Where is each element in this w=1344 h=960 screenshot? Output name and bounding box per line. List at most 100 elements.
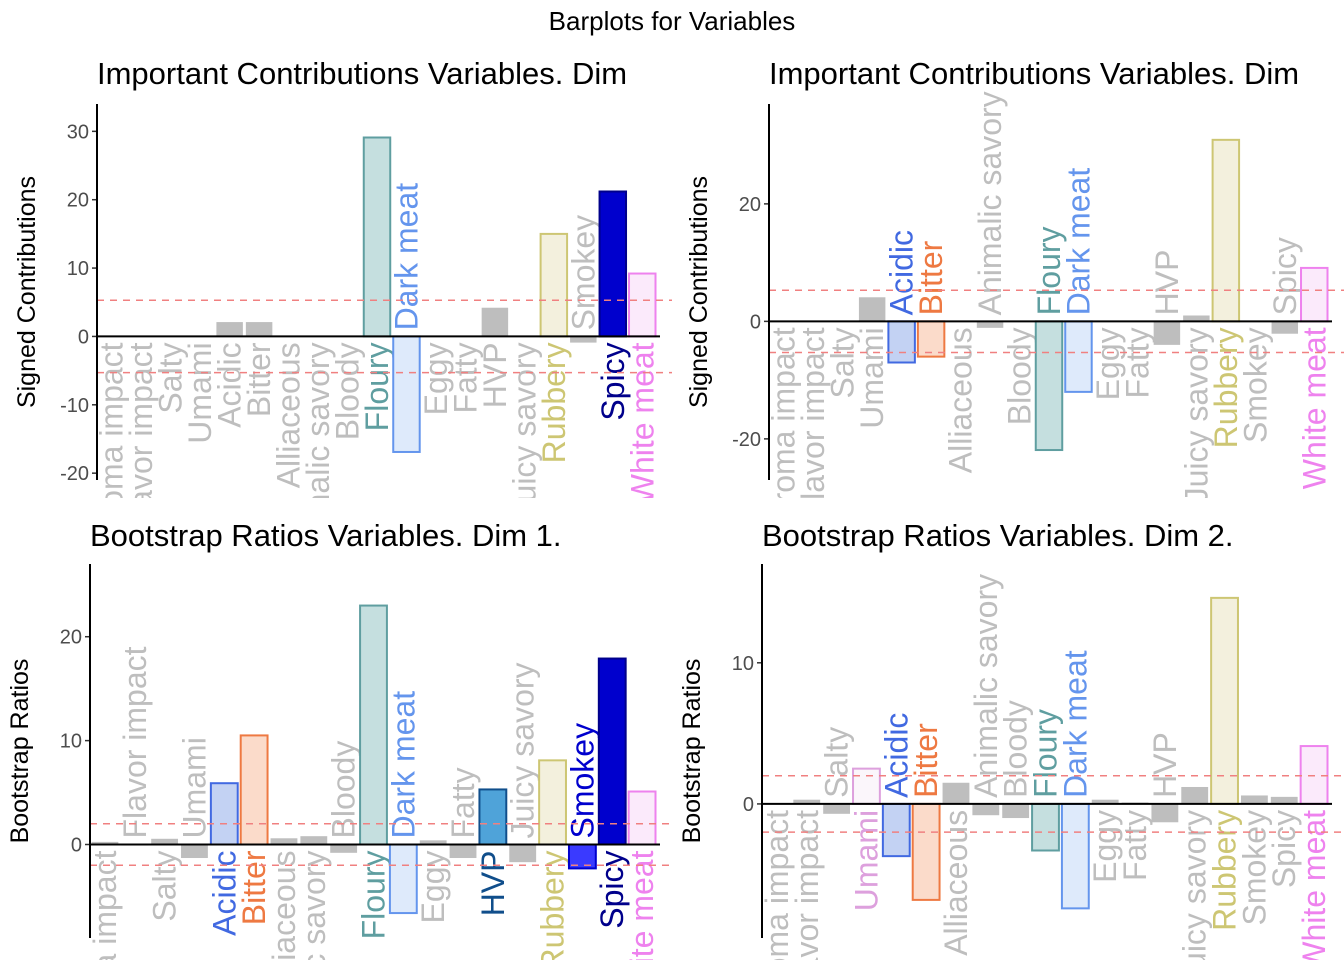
y-axis-label: Bootstrap Ratios	[678, 659, 706, 844]
bar-label: Bloody	[1002, 327, 1038, 425]
bar-label: Rubbery	[1207, 810, 1243, 931]
y-axis-label: Signed Contributions	[685, 176, 713, 408]
bar-label: Alliaceous	[266, 851, 302, 960]
bar-label: Bloody	[326, 741, 362, 839]
bar-label: Fatty	[1119, 327, 1155, 398]
bar-acidic	[887, 320, 916, 364]
bar-smokey	[570, 336, 597, 343]
bar-label: HVP	[477, 342, 513, 408]
bar-floury	[1031, 802, 1060, 852]
bar-hvp	[478, 788, 508, 846]
bar-label: Flavor impact	[795, 327, 831, 498]
bar-smokey	[1240, 795, 1268, 804]
bar-floury	[359, 604, 388, 846]
bar-label: Salty	[147, 851, 183, 922]
bar-label: Animalic savory	[300, 342, 336, 498]
panel-bootstrap-dim1: Bootstrap Ratios Variables. Dim 1. Bootst…	[0, 510, 672, 960]
bar-label: Aroma impact	[759, 810, 795, 960]
bar-spicy	[598, 190, 628, 338]
chart-svg: Important Contributions Variables. Dim Si…	[685, 56, 1344, 498]
bar-acidic	[209, 782, 239, 846]
bar-label: Flavor impact	[123, 342, 159, 498]
bar-animalic-savory	[300, 836, 328, 845]
bar-label: Aroma impact	[766, 327, 802, 498]
bar-label: Flavor impact	[789, 810, 825, 960]
bar-label: Salty	[819, 727, 855, 798]
bar-label: Animalic savory	[296, 851, 332, 960]
bar-label: White meat	[1296, 810, 1332, 960]
bar-acidic	[881, 802, 911, 858]
bar-label: Floury	[1028, 709, 1064, 798]
bar-bitter	[239, 734, 269, 846]
bar-label: Bitter	[908, 723, 944, 798]
bar-label: Bitter	[913, 240, 949, 315]
bar-label: HVP	[1147, 732, 1183, 798]
bar-juicy-savory	[1181, 786, 1209, 804]
bar-label: Smokey	[564, 723, 600, 839]
bar-label: Animalic savory	[968, 574, 1004, 798]
bar-umami	[858, 297, 886, 322]
bar-label: Spicy	[1266, 810, 1302, 888]
bar-label: Juicy savory	[505, 662, 541, 838]
bar-label: Umami	[854, 327, 890, 428]
bar-label: Juicy savory	[506, 342, 542, 498]
bar-umami	[852, 767, 881, 805]
bar-label: White meat	[1296, 327, 1332, 489]
chart-title: Bootstrap Ratios Variables. Dim 1.	[90, 518, 562, 553]
bar-label: Smokey	[1237, 327, 1273, 443]
bar-label: Bloody	[330, 342, 366, 440]
bar-label: Acidic	[878, 713, 914, 798]
bar-label: HVP	[475, 851, 511, 917]
bar-label: Dark meat	[388, 183, 424, 331]
chart-title: Bootstrap Ratios Variables. Dim 2.	[762, 518, 1234, 553]
bar-bloody	[1002, 803, 1030, 819]
bar-label: Alliaceous	[943, 327, 979, 473]
bar-salty	[823, 803, 851, 814]
bar-label: Alliaceous	[271, 342, 307, 488]
bar-label: Acidic	[212, 342, 248, 427]
panel-contrib-dim2: Important Contributions Variables. Dim Si…	[672, 48, 1344, 498]
bar-label: Spicy	[594, 851, 630, 929]
bar-label: Eggy	[1090, 327, 1126, 400]
y-tick-label: 10	[60, 731, 82, 753]
bar-label: Eggy	[1087, 810, 1123, 883]
y-axis-label: Bootstrap Ratios	[6, 659, 34, 844]
bar-label: Dark meat	[1057, 650, 1093, 798]
chart-title: Important Contributions Variables. Dim	[769, 56, 1299, 91]
bar-label: Salty	[825, 327, 861, 398]
bar-label: Umami	[848, 810, 884, 911]
bar-label: Alliaceous	[938, 810, 974, 956]
bar-eggy	[1091, 799, 1119, 804]
y-tick-label: 0	[743, 794, 754, 816]
bar-label: Fatty	[447, 342, 483, 413]
bar-floury	[362, 136, 392, 338]
bar-label: Bitter	[241, 342, 277, 417]
panel-bootstrap-dim2: Bootstrap Ratios Variables. Dim 2. Bootst…	[672, 510, 1344, 960]
y-tick-label: 10	[67, 258, 89, 280]
bar-hvp	[481, 307, 509, 337]
bar-rubbery	[539, 232, 569, 338]
bar-flavor-impact	[793, 799, 821, 804]
bar-label: Umami	[176, 737, 212, 838]
y-tick-label: 0	[750, 311, 761, 333]
bar-label: Floury	[359, 342, 395, 431]
bar-label: Juicy savory	[1178, 327, 1214, 498]
bar-alliaceous	[270, 838, 298, 845]
chart-svg: Bootstrap Ratios Variables. Dim 2. Bootst…	[678, 518, 1344, 960]
bar-animalic-savory	[976, 321, 1004, 328]
bar-bitter	[245, 322, 273, 337]
bar-salty	[151, 838, 179, 845]
bar-rubbery	[1210, 596, 1239, 805]
bar-label: Smokey	[1236, 810, 1272, 926]
bar-label: Fatty	[445, 767, 481, 838]
bar-eggy	[419, 840, 447, 845]
y-tick-label: 20	[67, 190, 89, 212]
bar-label: HVP	[1149, 250, 1185, 316]
y-tick-label: 0	[71, 835, 82, 857]
bar-label: Rubbery	[535, 851, 571, 960]
y-tick-label: -10	[60, 395, 89, 417]
bar-label: Aroma impact	[94, 342, 130, 498]
bar-label: Juicy savory	[1177, 810, 1213, 960]
bar-white-meat	[628, 272, 657, 338]
bar-aroma-impact	[91, 841, 119, 845]
